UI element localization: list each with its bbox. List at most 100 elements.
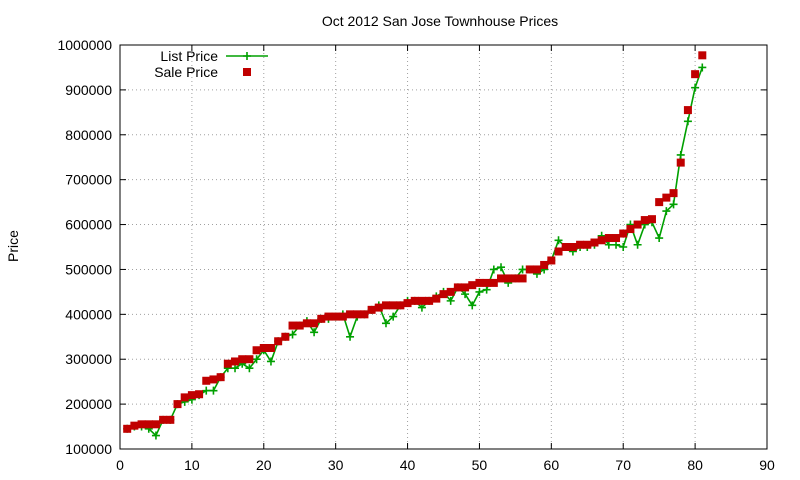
grid: [120, 45, 767, 449]
list-price-point: [698, 63, 707, 72]
list-price-point: [346, 332, 355, 341]
sale-price-point: [403, 299, 412, 308]
sale-price-point: [568, 243, 577, 251]
list-price-point: [151, 431, 160, 440]
sale-price-point: [604, 234, 613, 243]
x-tick-label: 70: [615, 457, 631, 473]
sale-price-point: [331, 312, 340, 321]
sale-price-point: [698, 51, 707, 60]
x-tick-label: 50: [472, 457, 488, 473]
sale-price-point: [173, 400, 182, 409]
sale-price-point: [461, 283, 470, 292]
sale-price-point: [137, 420, 146, 429]
sale-price-point: [396, 301, 405, 310]
x-tick-label: 80: [687, 457, 703, 473]
sale-price-point: [353, 310, 362, 319]
list-price-point: [554, 236, 563, 245]
y-tick-label: 800000: [65, 127, 112, 143]
list-price-point: [389, 312, 398, 321]
list-price-point: [245, 364, 254, 373]
list-price-point: [202, 386, 211, 395]
sale-price-point: [511, 274, 520, 283]
sale-price-point: [525, 265, 534, 274]
list-price-point: [655, 234, 664, 243]
sale-price-point: [310, 319, 319, 328]
series-layer: [123, 51, 707, 440]
sale-price-point: [389, 301, 398, 310]
legend-square-swatch: [243, 68, 251, 76]
list-price-point: [475, 287, 484, 296]
sale-price-point: [266, 344, 275, 352]
y-tick-label: 400000: [65, 306, 112, 322]
sale-price-point: [691, 70, 700, 79]
x-tick-label: 60: [544, 457, 560, 473]
list-price-point: [518, 265, 527, 274]
sale-price-point: [669, 189, 678, 198]
sale-price-point: [288, 321, 297, 330]
list-price-point: [482, 285, 491, 294]
y-tick-label: 200000: [65, 396, 112, 412]
sale-price-point: [151, 420, 160, 429]
sale-price-point: [360, 310, 369, 319]
sale-price-point: [223, 359, 232, 368]
list-price-point: [417, 303, 426, 312]
sale-price-point: [209, 375, 218, 384]
sale-price-point: [633, 220, 642, 229]
sale-price-point: [317, 314, 326, 323]
sale-price-point: [130, 421, 139, 430]
sale-price-point: [554, 247, 563, 256]
y-tick-label: 700000: [65, 172, 112, 188]
sale-price-point: [195, 390, 204, 399]
sale-price-point: [274, 337, 283, 346]
sale-price-point: [238, 355, 247, 364]
sale-price-point: [597, 236, 606, 245]
sale-price-point: [590, 238, 599, 247]
sale-price-point: [683, 106, 692, 115]
list-price-point: [252, 355, 261, 364]
list-price-point: [662, 207, 671, 216]
sale-price-point: [159, 415, 168, 424]
sale-price-point: [583, 240, 592, 249]
list-price-point: [288, 330, 297, 339]
sale-price-point: [381, 301, 390, 310]
sale-price-point: [281, 332, 290, 341]
list-price-point: [468, 301, 477, 310]
sale-price-point: [295, 321, 304, 330]
sale-price-point: [439, 290, 448, 299]
sale-price-point: [180, 393, 189, 402]
x-tick-label: 10: [184, 457, 200, 473]
sale-price-point: [497, 274, 506, 283]
sale-price-point: [144, 420, 153, 429]
list-price-point: [446, 296, 455, 305]
sale-price-point: [123, 424, 132, 433]
sale-price-point: [489, 278, 498, 287]
list-price-point: [691, 83, 700, 92]
sale-price-point: [432, 294, 441, 303]
sale-price-point: [504, 274, 513, 283]
legend-label: List Price: [160, 48, 218, 64]
sale-price-point: [187, 391, 196, 400]
sale-price-point: [259, 344, 268, 352]
y-tick-label: 900000: [65, 82, 112, 98]
list-price-point: [381, 319, 390, 328]
sale-price-point: [540, 260, 549, 269]
sale-price-point: [647, 215, 656, 224]
sale-price-point: [468, 281, 477, 290]
list-price-point: [497, 263, 506, 272]
sale-price-point: [231, 357, 240, 366]
sale-price-point: [547, 256, 556, 265]
list-price-point: [266, 357, 275, 366]
sale-price-point: [576, 240, 585, 249]
y-tick-label: 1000000: [57, 37, 112, 53]
sale-price-point: [518, 274, 527, 283]
list-price-point: [612, 240, 621, 249]
list-price-point: [669, 200, 678, 209]
x-tick-label: 30: [328, 457, 344, 473]
y-tick-label: 600000: [65, 217, 112, 233]
list-price-point: [461, 290, 470, 299]
sale-price-point: [425, 296, 434, 305]
list-price-point: [231, 364, 240, 373]
list-price-point: [489, 265, 498, 274]
x-tick-label: 20: [256, 457, 272, 473]
